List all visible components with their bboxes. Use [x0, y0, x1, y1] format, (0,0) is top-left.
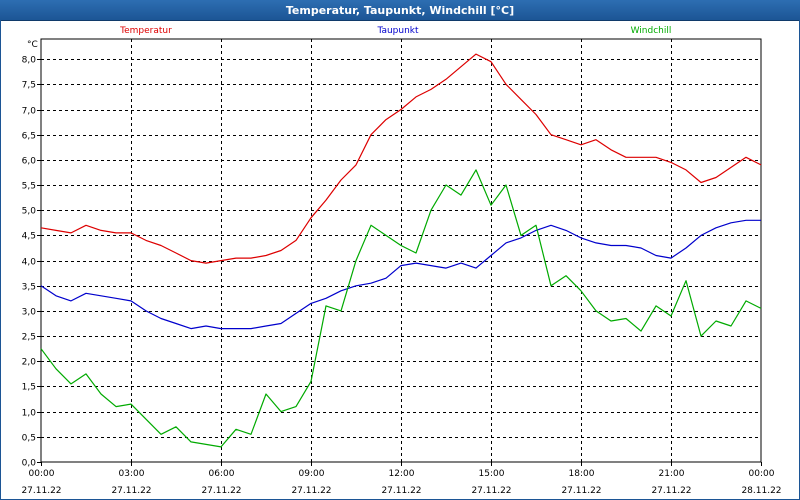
y-tick-label: 3,5 — [22, 283, 36, 293]
x-tick-time-label: 06:00 — [209, 469, 235, 479]
x-tick-time-label: 03:00 — [119, 469, 145, 479]
y-tick-label: 1,5 — [22, 383, 36, 393]
x-tick-date-label: 27.11.22 — [561, 486, 601, 496]
x-tick-time-label: 15:00 — [479, 469, 505, 479]
x-tick-date-label: 27.11.22 — [381, 486, 421, 496]
x-tick-date-label: 27.11.22 — [201, 486, 241, 496]
x-tick-time-label: 18:00 — [569, 469, 595, 479]
y-tick-label: 4,5 — [22, 232, 36, 242]
y-tick-label: 0,0 — [22, 459, 37, 469]
series-line-windchill — [40, 169, 762, 448]
chart-title: Temperatur, Taupunkt, Windchill [°C] — [285, 3, 515, 17]
y-tick-label: 7,5 — [22, 81, 36, 91]
y-tick-label: 6,0 — [22, 157, 37, 167]
x-tick-time-label: 00:00 — [29, 469, 55, 479]
y-tick-label: 7,0 — [22, 107, 37, 117]
y-tick-label: 8,0 — [22, 56, 37, 66]
line-chart: 0,0 0,5 1,0 1,5 2,0 2,5 3,0 3,5 4,0 4,5 5,0 5,5 6,0 6… — [21, 26, 781, 496]
chart-title-bar: Temperatur, Taupunkt, Windchill [°C] — [0, 0, 800, 21]
x-tick-time-label: 21:00 — [659, 469, 685, 479]
x-tick-date-label: 28.11.22 — [741, 486, 781, 496]
legend-entry-windchill: Windchill — [631, 26, 672, 36]
x-tick-time-label: 00:00 — [749, 469, 775, 479]
x-tick-date-label: 27.11.22 — [471, 486, 511, 496]
x-tick-date-label: 27.11.22 — [291, 486, 331, 496]
x-tick-date-label: 27.11.22 — [21, 486, 61, 496]
y-tick-label: 1,0 — [22, 409, 37, 419]
x-tick-date-label: 27.11.22 — [111, 486, 151, 496]
y-tick-label: 2,5 — [22, 333, 36, 343]
y-tick-label: 0,5 — [22, 434, 36, 444]
y-unit-label: °C — [27, 40, 38, 50]
y-tick-label: 5,5 — [22, 182, 36, 192]
x-tick-date-label: 27.11.22 — [651, 486, 691, 496]
y-tick-label: 4,0 — [22, 258, 37, 268]
y-tick-label: 3,0 — [22, 308, 37, 318]
y-tick-label: 5,0 — [22, 207, 37, 217]
legend-entry-temperatur: Temperatur — [119, 26, 172, 36]
legend-entry-taupunkt: Taupunkt — [376, 26, 419, 36]
y-tick-label: 2,0 — [22, 358, 37, 368]
x-tick-time-label: 09:00 — [299, 469, 325, 479]
chart-frame: 0,0 0,5 1,0 1,5 2,0 2,5 3,0 3,5 4,0 4,5 5,0 5,5 6,0 6… — [0, 20, 800, 500]
y-tick-label: 6,5 — [22, 132, 36, 142]
x-tick-time-label: 12:00 — [389, 469, 415, 479]
series-line-taupunkt — [40, 219, 761, 330]
series-line-temperatur — [40, 53, 762, 264]
